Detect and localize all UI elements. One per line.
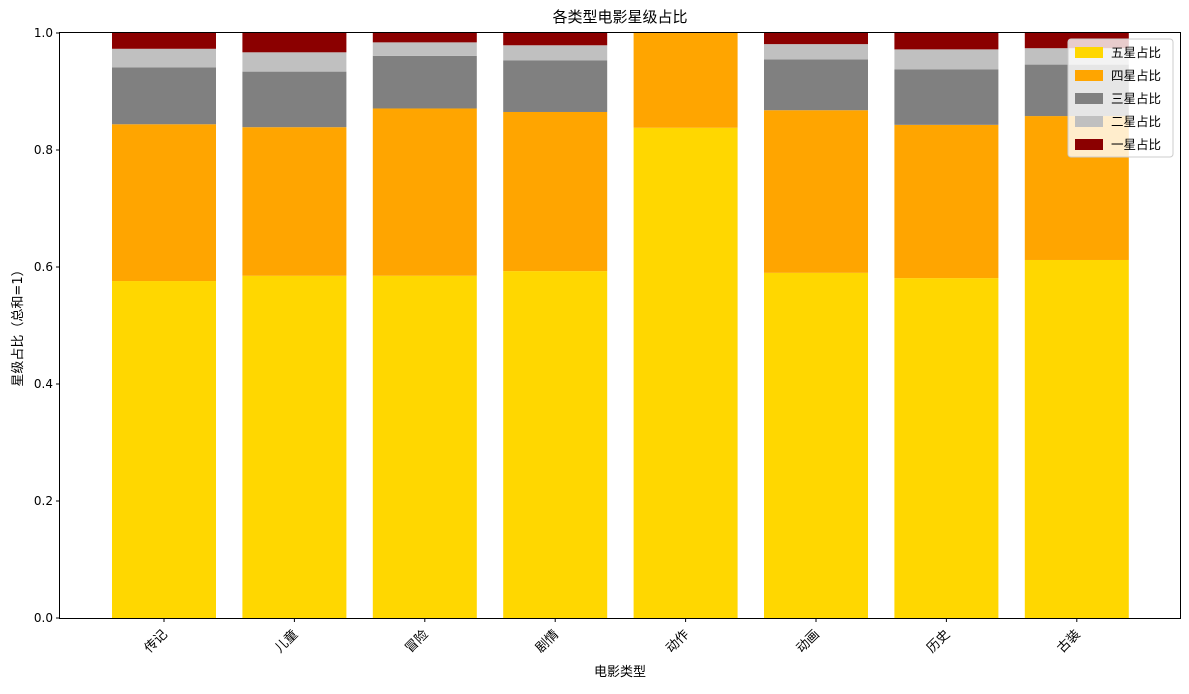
bar-segment [503, 271, 608, 618]
x-tick-label: 历史 [924, 627, 953, 656]
legend-label: 四星占比 [1111, 68, 1161, 83]
bar-segment [372, 275, 477, 618]
bar-segment [894, 278, 999, 618]
x-axis-label: 电影类型 [594, 665, 646, 680]
bar-segment [112, 281, 216, 618]
x-tick-label: 动画 [794, 627, 823, 656]
legend-swatch [1075, 93, 1103, 104]
y-axis: 0.0 0.2 0.4 0.6 0.8 1.0 [34, 26, 60, 625]
legend-swatch [1075, 70, 1103, 81]
bar-segment [764, 110, 868, 273]
bar-segment [503, 111, 608, 272]
x-axis: 传记 儿童 冒险 剧情 动作 动画 历史 古装 [142, 618, 1084, 656]
legend-swatch [1075, 116, 1103, 127]
legend-box [1067, 38, 1174, 158]
bar-segment [372, 108, 477, 276]
bar-segment [242, 33, 347, 53]
bar-segment [764, 44, 868, 60]
bar-segment [503, 33, 608, 46]
x-tick-label: 古装 [1055, 627, 1084, 656]
legend-label: 一星占比 [1111, 137, 1161, 152]
legend-label: 二星占比 [1111, 114, 1161, 129]
x-tick-label: 儿童 [272, 627, 302, 657]
bar-segment [372, 55, 477, 109]
y-axis-label: 星级占比（总和=1） [11, 263, 26, 386]
x-tick-label: 剧情 [533, 627, 562, 656]
bar-segment [764, 272, 868, 618]
bar-segment [112, 33, 216, 49]
bar-segment [112, 124, 216, 282]
bars-group [112, 33, 1129, 619]
y-tick-label: 0.4 [34, 377, 53, 391]
y-tick-label: 0.0 [34, 611, 53, 625]
legend-swatch [1075, 47, 1103, 58]
legend-swatch [1075, 139, 1103, 150]
bar-segment [764, 33, 868, 45]
bar-segment [894, 124, 999, 279]
x-tick-label: 冒险 [403, 627, 432, 656]
bar-segment [372, 33, 477, 43]
y-tick-label: 0.8 [34, 143, 53, 157]
bar-segment [503, 60, 608, 112]
bar-segment [764, 59, 868, 111]
bar-segment [242, 52, 347, 72]
bar-segment [1024, 259, 1129, 618]
legend-label: 三星占比 [1111, 91, 1161, 106]
y-tick-label: 0.2 [34, 494, 53, 508]
bar-segment [242, 71, 347, 128]
plot-frame [59, 32, 1181, 619]
y-tick-label: 1.0 [34, 26, 53, 40]
bar-segment [112, 67, 216, 125]
bar-segment [633, 33, 738, 128]
bar-segment [894, 69, 999, 125]
bar-segment [633, 127, 738, 619]
bar-segment [894, 33, 999, 50]
y-tick-label: 0.6 [34, 260, 53, 274]
legend-label: 五星占比 [1111, 45, 1161, 60]
bar-segment [894, 49, 999, 70]
bar-segment [242, 127, 347, 276]
bar-segment [503, 45, 608, 61]
x-tick-label: 传记 [142, 627, 171, 656]
chart-title: 各类型电影星级占比 [552, 8, 687, 26]
bar-segment [112, 48, 216, 68]
bar-segment [242, 275, 347, 618]
bar-segment [372, 42, 477, 56]
x-tick-label: 动作 [663, 627, 692, 656]
